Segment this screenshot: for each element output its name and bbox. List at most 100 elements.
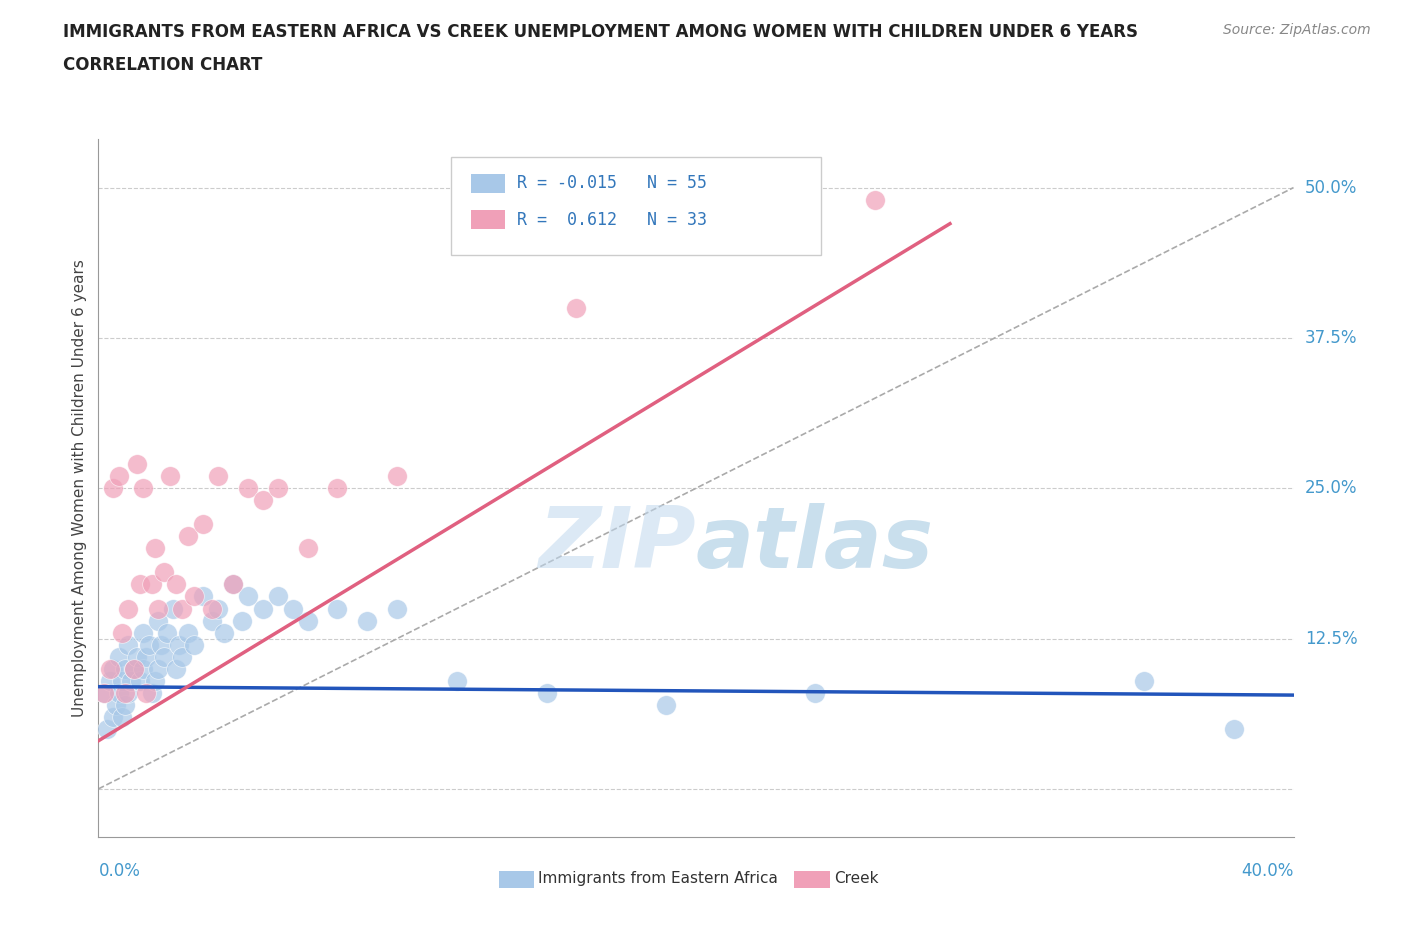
- Y-axis label: Unemployment Among Women with Children Under 6 years: Unemployment Among Women with Children U…: [72, 259, 87, 717]
- Point: [177, 529, 200, 544]
- Point: [117, 637, 139, 652]
- Text: 37.5%: 37.5%: [1305, 329, 1357, 347]
- Point: [446, 673, 468, 688]
- Point: [135, 649, 157, 664]
- Point: [129, 673, 152, 688]
- Point: [132, 661, 155, 676]
- Text: 0.0%: 0.0%: [98, 862, 141, 880]
- Point: [167, 637, 190, 652]
- Point: [201, 613, 224, 628]
- Text: CORRELATION CHART: CORRELATION CHART: [63, 56, 263, 73]
- FancyBboxPatch shape: [471, 210, 505, 230]
- Point: [129, 577, 152, 591]
- Point: [267, 589, 290, 604]
- Text: atlas: atlas: [696, 502, 934, 586]
- Point: [143, 673, 166, 688]
- Point: [159, 469, 181, 484]
- Point: [172, 601, 194, 616]
- Point: [117, 601, 139, 616]
- Point: [114, 698, 136, 712]
- Point: [141, 577, 163, 591]
- Point: [183, 637, 205, 652]
- Point: [111, 625, 134, 640]
- Point: [212, 625, 235, 640]
- Point: [150, 637, 173, 652]
- Point: [148, 601, 170, 616]
- Text: R =  0.612   N = 33: R = 0.612 N = 33: [517, 211, 707, 229]
- Text: R = -0.015   N = 55: R = -0.015 N = 55: [517, 175, 707, 193]
- Point: [103, 481, 125, 496]
- Point: [111, 673, 134, 688]
- Point: [105, 698, 128, 712]
- Point: [326, 481, 349, 496]
- Point: [114, 661, 136, 676]
- Point: [108, 649, 131, 664]
- Point: [385, 469, 409, 484]
- Point: [132, 481, 155, 496]
- Point: [231, 613, 253, 628]
- Point: [222, 577, 245, 591]
- Point: [103, 661, 125, 676]
- Point: [98, 661, 122, 676]
- Point: [135, 685, 157, 700]
- Point: [297, 613, 319, 628]
- Point: [127, 457, 149, 472]
- Point: [93, 685, 115, 700]
- Point: [132, 625, 155, 640]
- Point: [111, 710, 134, 724]
- Text: Source: ZipAtlas.com: Source: ZipAtlas.com: [1223, 23, 1371, 37]
- Point: [536, 685, 558, 700]
- Point: [326, 601, 349, 616]
- Point: [177, 625, 200, 640]
- Point: [655, 698, 678, 712]
- Point: [804, 685, 827, 700]
- Text: Immigrants from Eastern Africa: Immigrants from Eastern Africa: [538, 871, 779, 886]
- Point: [385, 601, 409, 616]
- Point: [565, 300, 588, 315]
- Point: [183, 589, 205, 604]
- Point: [143, 541, 166, 556]
- FancyBboxPatch shape: [451, 157, 821, 255]
- Point: [114, 685, 136, 700]
- Point: [165, 577, 187, 591]
- Text: 50.0%: 50.0%: [1305, 179, 1357, 196]
- Text: IMMIGRANTS FROM EASTERN AFRICA VS CREEK UNEMPLOYMENT AMONG WOMEN WITH CHILDREN U: IMMIGRANTS FROM EASTERN AFRICA VS CREEK …: [63, 23, 1139, 41]
- Point: [201, 601, 224, 616]
- Text: Creek: Creek: [834, 871, 879, 886]
- Text: 12.5%: 12.5%: [1305, 630, 1357, 647]
- Point: [98, 673, 122, 688]
- Text: ZIP: ZIP: [538, 502, 696, 586]
- Point: [153, 649, 176, 664]
- Point: [1133, 673, 1156, 688]
- Point: [267, 481, 290, 496]
- Point: [124, 661, 146, 676]
- Point: [117, 685, 139, 700]
- Point: [162, 601, 184, 616]
- Point: [96, 722, 118, 737]
- Point: [1223, 722, 1246, 737]
- Point: [222, 577, 245, 591]
- Point: [297, 541, 319, 556]
- Point: [236, 481, 259, 496]
- Point: [141, 685, 163, 700]
- Point: [191, 589, 214, 604]
- Point: [252, 493, 274, 508]
- FancyBboxPatch shape: [471, 174, 505, 193]
- Point: [108, 469, 131, 484]
- Point: [172, 649, 194, 664]
- Point: [191, 517, 214, 532]
- Point: [127, 649, 149, 664]
- Point: [153, 565, 176, 580]
- Point: [93, 685, 115, 700]
- Point: [108, 685, 131, 700]
- Point: [252, 601, 274, 616]
- Point: [207, 601, 229, 616]
- Point: [281, 601, 304, 616]
- Point: [148, 613, 170, 628]
- Point: [356, 613, 378, 628]
- Point: [148, 661, 170, 676]
- Point: [865, 193, 887, 207]
- Text: 25.0%: 25.0%: [1305, 479, 1357, 498]
- Point: [138, 637, 160, 652]
- Point: [207, 469, 229, 484]
